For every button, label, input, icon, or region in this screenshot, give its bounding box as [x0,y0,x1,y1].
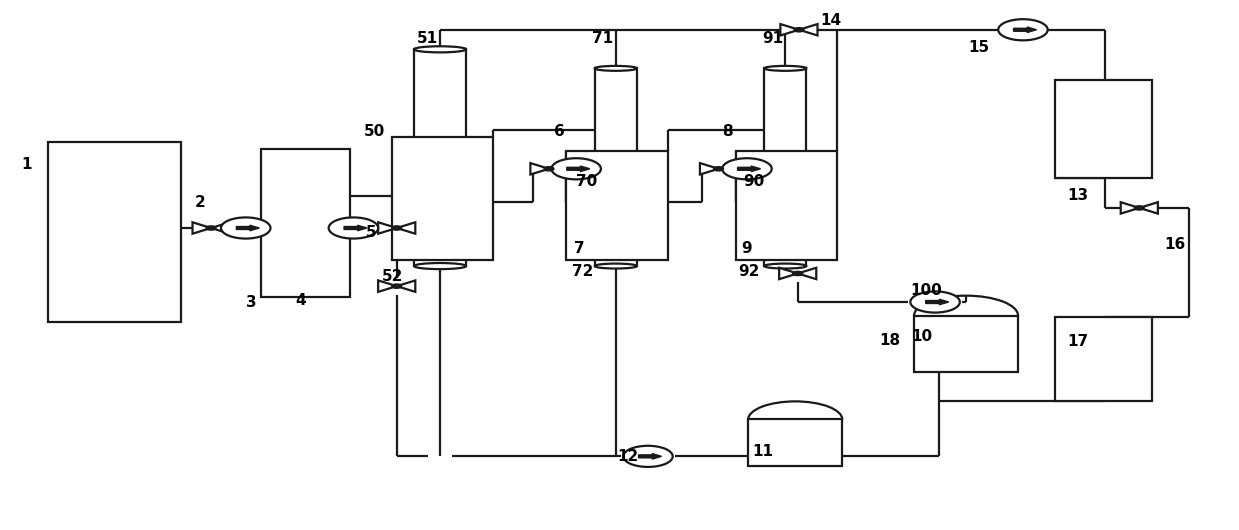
Text: 100: 100 [911,283,942,298]
Text: 11: 11 [752,444,773,458]
Text: 91: 91 [762,31,783,46]
Text: 9: 9 [741,241,751,255]
Text: 70: 70 [576,174,597,189]
Bar [595,68,637,266]
Polygon shape [700,163,719,174]
Circle shape [793,271,803,276]
Polygon shape [798,268,817,279]
Polygon shape [1140,202,1158,214]
Ellipse shape [764,66,807,71]
Circle shape [1135,206,1145,210]
Bar [748,419,843,466]
Bar [260,149,349,297]
Text: 18: 18 [880,332,901,348]
Text: 12: 12 [617,449,638,464]
Polygon shape [211,222,229,234]
Text: 10: 10 [912,329,933,344]
Text: 14: 14 [820,13,841,28]
Bar [1056,317,1152,401]
Text: 8: 8 [722,125,732,139]
Text: 5: 5 [366,225,377,240]
Text: 16: 16 [1165,237,1186,252]
Text: 17: 17 [1068,334,1089,349]
Text: 51: 51 [416,31,437,46]
Polygon shape [779,268,798,279]
Circle shape [328,217,378,238]
Circle shape [392,226,401,230]
Polygon shape [192,222,211,234]
Polygon shape [396,280,415,292]
Circle shape [911,292,960,313]
Polygon shape [549,163,567,174]
Text: 13: 13 [1068,188,1089,202]
Polygon shape [530,163,549,174]
Text: 71: 71 [592,31,613,46]
FancyArrow shape [737,166,761,172]
Ellipse shape [595,263,637,269]
Bar [736,152,838,260]
Polygon shape [378,280,396,292]
Circle shape [221,217,270,238]
Ellipse shape [414,263,466,269]
Circle shape [551,158,601,179]
Circle shape [999,19,1048,40]
Text: 2: 2 [195,195,206,210]
Circle shape [392,284,401,288]
Text: 52: 52 [382,269,403,284]
Bar [1056,80,1152,178]
Bar [566,152,668,260]
Polygon shape [396,222,415,234]
Bar [392,137,493,260]
Bar [764,68,807,266]
FancyArrow shape [1014,27,1037,32]
FancyArrow shape [344,225,367,231]
Text: 15: 15 [969,40,990,55]
Polygon shape [781,24,799,36]
Ellipse shape [764,263,807,269]
Polygon shape [378,222,396,234]
Circle shape [722,158,772,179]
Text: 7: 7 [574,241,585,255]
Text: 50: 50 [363,125,384,139]
Text: 4: 4 [295,294,306,308]
FancyArrow shape [638,454,662,459]
Circle shape [623,446,673,467]
Text: 1: 1 [22,157,32,172]
Circle shape [206,226,216,230]
Polygon shape [799,24,818,36]
Bar [914,316,1018,372]
Ellipse shape [595,66,637,71]
Text: 92: 92 [738,264,760,279]
Bar [48,143,181,322]
Text: 3: 3 [245,295,256,310]
Polygon shape [719,163,737,174]
Text: 6: 6 [554,125,565,139]
Ellipse shape [414,46,466,52]
Circle shape [714,166,724,171]
Bar [414,49,466,266]
Circle shape [794,28,804,32]
FancyArrow shape [926,299,949,305]
Text: 72: 72 [572,264,593,279]
Circle shape [544,166,554,171]
Polygon shape [1121,202,1140,214]
FancyArrow shape [566,166,590,172]
FancyArrow shape [237,225,259,231]
Text: 90: 90 [743,174,764,189]
